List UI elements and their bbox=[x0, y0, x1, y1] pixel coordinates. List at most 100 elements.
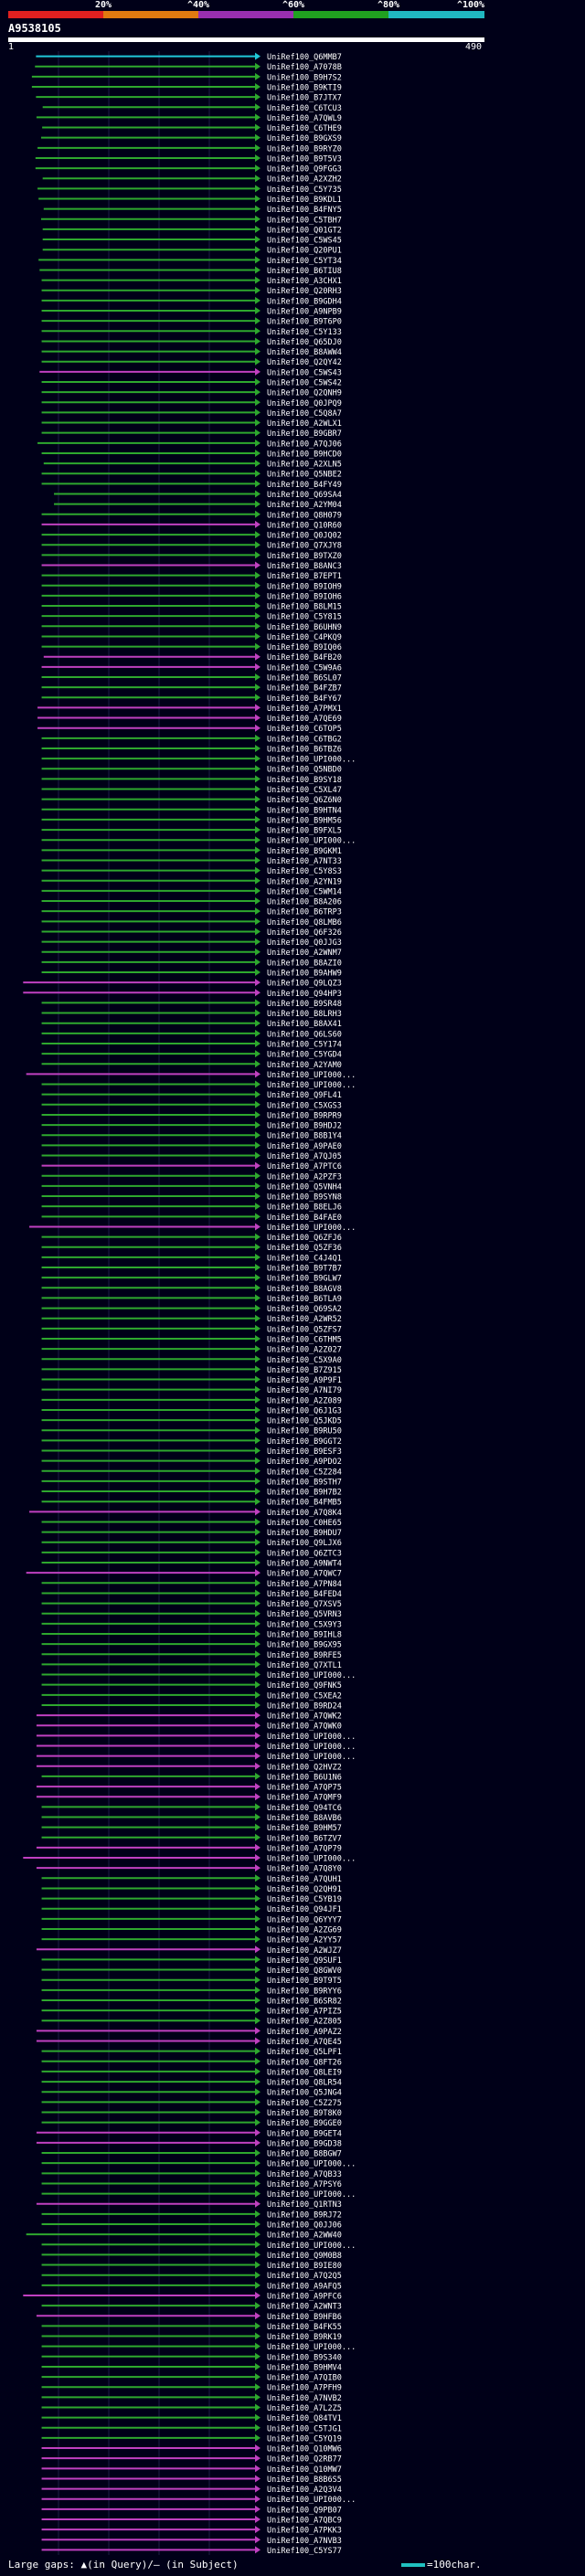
hit-row[interactable]: UniRef100_Q0JJ06 bbox=[41, 2221, 342, 2231]
hit-label[interactable]: UniRef100_A7QJ05 bbox=[267, 1152, 342, 1161]
hit-row[interactable]: UniRef100_B9T6P0 bbox=[41, 317, 342, 327]
hit-row[interactable]: UniRef100_B9RYY6 bbox=[41, 1986, 342, 1997]
hit-row[interactable]: UniRef100_A7PN84 bbox=[41, 1579, 342, 1589]
hit-row[interactable]: UniRef100_B9T8K0 bbox=[41, 2108, 342, 2118]
hit-label[interactable]: UniRef100_C6THM5 bbox=[267, 1335, 342, 1344]
hit-row[interactable]: UniRef100_UPI000... bbox=[26, 1070, 356, 1080]
hit-row[interactable]: UniRef100_B6TRP3 bbox=[41, 907, 342, 917]
hit-row[interactable]: UniRef100_Q5LPF1 bbox=[41, 2047, 342, 2058]
hit-label[interactable]: UniRef100_C5Y8S3 bbox=[267, 867, 342, 876]
hit-row[interactable]: UniRef100_B9HM57 bbox=[41, 1823, 342, 1834]
hit-row[interactable]: UniRef100_A7NI79 bbox=[41, 1385, 342, 1396]
hit-label[interactable]: UniRef100_B9GX95 bbox=[267, 1641, 342, 1650]
hit-row[interactable]: UniRef100_B6U1N6 bbox=[41, 1772, 342, 1783]
hit-row[interactable]: UniRef100_Q9M0B8 bbox=[41, 2251, 342, 2261]
hit-label[interactable]: UniRef100_A9PAZ2 bbox=[267, 2028, 342, 2037]
hit-label[interactable]: UniRef100_A7QE45 bbox=[267, 2038, 342, 2047]
hit-label[interactable]: UniRef100_C5Z284 bbox=[267, 1468, 342, 1477]
hit-row[interactable]: UniRef100_A2WW40 bbox=[26, 2231, 342, 2241]
hit-label[interactable]: UniRef100_B4FB20 bbox=[267, 653, 342, 663]
hit-label[interactable]: UniRef100_C5TJG1 bbox=[267, 2424, 342, 2433]
hit-label[interactable]: UniRef100_B9SY18 bbox=[267, 776, 342, 785]
hit-label[interactable]: UniRef100_Q94JF1 bbox=[267, 1905, 342, 1914]
hit-label[interactable]: UniRef100_Q6J1G3 bbox=[267, 1406, 342, 1415]
hit-row[interactable]: UniRef100_A7QWK0 bbox=[36, 1722, 342, 1732]
hit-row[interactable]: UniRef100_UPI000... bbox=[41, 755, 356, 765]
hit-row[interactable]: UniRef100_B9HTN4 bbox=[41, 805, 342, 816]
hit-row[interactable]: UniRef100_Q7XJY8 bbox=[41, 541, 342, 551]
hit-label[interactable]: UniRef100_A2YM04 bbox=[267, 501, 342, 510]
hit-label[interactable]: UniRef100_C5Y133 bbox=[267, 328, 342, 337]
hit-label[interactable]: UniRef100_Q69SA4 bbox=[267, 491, 342, 500]
hit-label[interactable]: UniRef100_A7PTC6 bbox=[267, 1162, 342, 1171]
hit-row[interactable]: UniRef100_B7EPT1 bbox=[41, 571, 342, 582]
hit-label[interactable]: UniRef100_A7QP75 bbox=[267, 1784, 342, 1793]
hit-label[interactable]: UniRef100_B9RYY6 bbox=[267, 1987, 342, 1996]
hit-row[interactable]: UniRef100_C6THE9 bbox=[42, 123, 342, 134]
hit-label[interactable]: UniRef100_Q6Z6N0 bbox=[267, 796, 342, 805]
hit-row[interactable]: UniRef100_B9RD24 bbox=[41, 1701, 342, 1712]
hit-row[interactable]: UniRef100_B9KDL1 bbox=[38, 195, 342, 206]
hit-label[interactable]: UniRef100_C5X9A0 bbox=[267, 1356, 342, 1365]
hit-row[interactable]: UniRef100_Q10R60 bbox=[41, 520, 342, 531]
hit-row[interactable]: UniRef100_B9GDH4 bbox=[41, 296, 342, 307]
hit-row[interactable]: UniRef100_B9TXZ0 bbox=[41, 551, 342, 561]
hit-label[interactable]: UniRef100_A2WW40 bbox=[267, 2231, 342, 2241]
hit-label[interactable]: UniRef100_B6TRP3 bbox=[267, 908, 342, 917]
hit-row[interactable]: UniRef100_B9GGT2 bbox=[41, 1436, 342, 1447]
hit-row[interactable]: UniRef100_Q8FT26 bbox=[41, 2057, 342, 2068]
hit-label[interactable]: UniRef100_B9GBR7 bbox=[267, 429, 342, 439]
hit-label[interactable]: UniRef100_Q6F326 bbox=[267, 928, 342, 938]
hit-label[interactable]: UniRef100_A2YN19 bbox=[267, 877, 342, 886]
hit-row[interactable]: UniRef100_Q6YYY7 bbox=[41, 1914, 342, 1925]
hit-label[interactable]: UniRef100_A7QBC9 bbox=[267, 2517, 342, 2526]
hit-label[interactable]: UniRef100_B4FK55 bbox=[267, 2323, 342, 2332]
hit-row[interactable]: UniRef100_B8LRH3 bbox=[41, 1009, 342, 1020]
hit-row[interactable]: UniRef100_A7QUH1 bbox=[41, 1874, 342, 1884]
hit-row[interactable]: UniRef100_B6TBZ6 bbox=[41, 744, 342, 755]
hit-label[interactable]: UniRef100_B8B1Y4 bbox=[267, 1132, 342, 1141]
hit-label[interactable]: UniRef100_Q7XJY8 bbox=[267, 542, 342, 551]
hit-row[interactable]: UniRef100_C5TJG1 bbox=[41, 2423, 342, 2434]
hit-label[interactable]: UniRef100_C5X9Y3 bbox=[267, 1620, 342, 1629]
hit-row[interactable]: UniRef100_A3CHX1 bbox=[41, 276, 342, 287]
hit-row[interactable]: UniRef100_C5XEA2 bbox=[41, 1691, 342, 1701]
hit-label[interactable]: UniRef100_B9HM57 bbox=[267, 1824, 342, 1833]
hit-label[interactable]: UniRef100_B9IHL8 bbox=[267, 1630, 342, 1639]
hit-label[interactable]: UniRef100_A2WJZ7 bbox=[267, 1946, 342, 1956]
hit-row[interactable]: UniRef100_C5Z284 bbox=[41, 1467, 342, 1478]
hit-row[interactable]: UniRef100_B9IOH9 bbox=[41, 581, 342, 592]
hit-label[interactable]: UniRef100_Q8H079 bbox=[267, 511, 342, 520]
hit-row[interactable]: UniRef100_C5YT34 bbox=[38, 256, 342, 266]
hit-row[interactable]: UniRef100_A7QIB0 bbox=[41, 2373, 342, 2383]
hit-label[interactable]: UniRef100_C5W9A6 bbox=[267, 663, 342, 673]
hit-label[interactable]: UniRef100_C5WM14 bbox=[267, 887, 342, 896]
hit-label[interactable]: UniRef100_A2PZF3 bbox=[267, 1172, 342, 1182]
hit-label[interactable]: UniRef100_A7QB33 bbox=[267, 2170, 342, 2179]
hit-row[interactable]: UniRef100_B9HM56 bbox=[41, 815, 342, 826]
hit-label[interactable]: UniRef100_Q8LEI9 bbox=[267, 2068, 342, 2077]
hit-label[interactable]: UniRef100_A2YAM0 bbox=[267, 1061, 342, 1070]
hit-row[interactable]: UniRef100_B9GLW7 bbox=[41, 1274, 342, 1284]
hit-row[interactable]: UniRef100_C6TOP5 bbox=[37, 724, 342, 735]
hit-label[interactable]: UniRef100_B4FNY5 bbox=[267, 206, 342, 215]
hit-label[interactable]: UniRef100_B9RK19 bbox=[267, 2333, 342, 2342]
hit-row[interactable]: UniRef100_C5Y735 bbox=[37, 185, 342, 195]
hit-label[interactable]: UniRef100_C5YS77 bbox=[267, 2547, 342, 2556]
hit-row[interactable]: UniRef100_UPI000... bbox=[41, 2159, 356, 2169]
hit-label[interactable]: UniRef100_B9HMV4 bbox=[267, 2363, 342, 2372]
hit-label[interactable]: UniRef100_C5WS43 bbox=[267, 368, 342, 377]
hit-row[interactable]: UniRef100_UPI000... bbox=[41, 2189, 356, 2200]
hit-label[interactable]: UniRef100_Q9FGG3 bbox=[267, 165, 342, 175]
hit-row[interactable]: UniRef100_C4PKQ9 bbox=[41, 632, 342, 642]
hit-row[interactable]: UniRef100_C5WS42 bbox=[41, 377, 342, 388]
hit-label[interactable]: UniRef100_Q5ZF36 bbox=[267, 1244, 342, 1253]
hit-row[interactable]: UniRef100_B9RK19 bbox=[41, 2332, 342, 2343]
hit-label[interactable]: UniRef100_B9KDL1 bbox=[267, 196, 342, 205]
hit-label[interactable]: UniRef100_A7QWK2 bbox=[267, 1712, 342, 1722]
hit-row[interactable]: UniRef100_A7NT33 bbox=[41, 856, 342, 866]
hit-label[interactable]: UniRef100_B9GET4 bbox=[267, 2129, 342, 2138]
hit-label[interactable]: UniRef100_Q5NBE2 bbox=[267, 471, 342, 480]
hit-label[interactable]: UniRef100_A7L2Z5 bbox=[267, 2404, 342, 2413]
hit-row[interactable]: UniRef100_A7NVB2 bbox=[41, 2393, 342, 2403]
